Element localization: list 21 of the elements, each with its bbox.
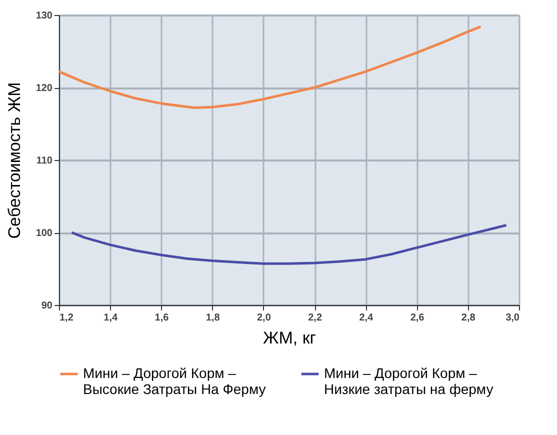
legend-label: Мини – Дорогой Корм – Высокие Затраты На Ферму (83, 365, 266, 397)
x-tick-label: 2,2 (308, 312, 322, 324)
y-tick-label: 110 (36, 156, 53, 166)
x-tick-label: 1,6 (154, 312, 170, 324)
y-tick-label: 100 (36, 228, 53, 239)
x-tick-label: 2,8 (461, 312, 476, 324)
y-tick-label: 120 (36, 83, 53, 94)
x-tick-label: 3,0 (506, 312, 520, 324)
x-tick-label: 1,8 (206, 312, 220, 324)
y-tick-label: 90 (41, 300, 53, 312)
x-axis-title: ЖМ, кг (263, 328, 316, 348)
x-tick-label: 1,4 (104, 312, 118, 324)
x-tick-label: 2,4 (359, 312, 374, 324)
line-series (70, 224, 508, 265)
line-series (58, 25, 482, 110)
x-tick-label: 2,0 (256, 312, 272, 324)
legend-label: Мини – Дорогой Корм – Низкие затраты на ферму (324, 365, 494, 397)
x-tick-label: 2,6 (410, 312, 425, 324)
y-axis-title: Себестоимость ЖМ (4, 82, 24, 239)
x-tick-label: 1,2 (60, 312, 74, 324)
y-tick-label: 130 (36, 10, 53, 22)
